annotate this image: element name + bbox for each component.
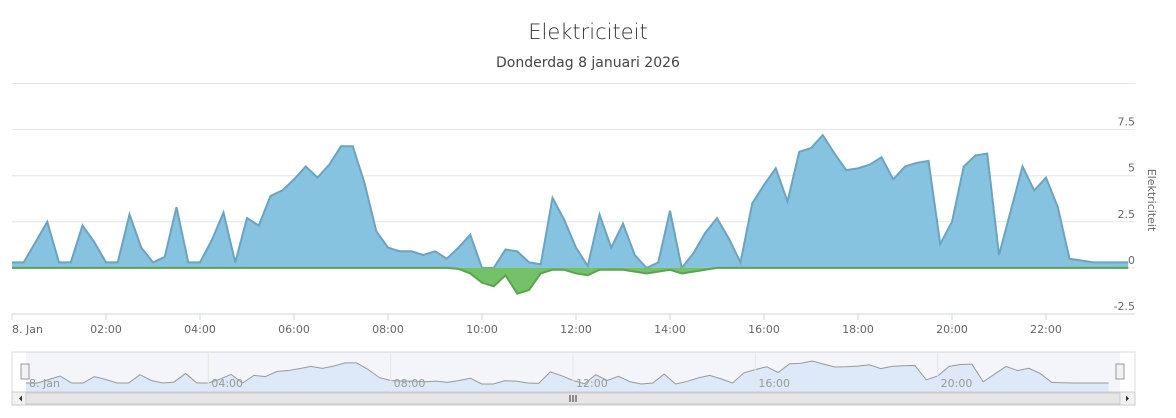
x-tick-label: 08:00 — [372, 323, 404, 336]
navigator-handle-right[interactable] — [1115, 363, 1125, 380]
scrollbar-grip — [569, 395, 577, 402]
series-line — [12, 133, 1129, 271]
x-tick-label: 20:00 — [936, 323, 968, 336]
x-tick-label: 22:00 — [1030, 323, 1062, 336]
y-tick-label: 2.5 — [1118, 208, 1136, 221]
y-axis-title: Elektriciteit — [1145, 169, 1158, 232]
navigator-handle-left[interactable] — [20, 363, 30, 380]
x-tick-label: 12:00 — [560, 323, 592, 336]
y-tick-label: 5 — [1128, 162, 1135, 175]
navigator-tick-label: 12:00 — [576, 377, 608, 390]
x-tick-label: 06:00 — [278, 323, 310, 336]
x-tick-label: 16:00 — [748, 323, 780, 336]
x-tick-label: 10:00 — [466, 323, 498, 336]
navigator-tick-label: 08:00 — [394, 377, 426, 390]
series-area — [12, 135, 1129, 268]
scrollbar-left-arrow[interactable] — [19, 395, 22, 402]
y-tick-label: 7.5 — [1118, 116, 1136, 129]
x-tick-label: 04:00 — [184, 323, 216, 336]
x-tick-label: 18:00 — [842, 323, 874, 336]
navigator-tick-label: 20:00 — [941, 377, 973, 390]
x-tick-label: 02:00 — [90, 323, 122, 336]
y-tick-label: 0 — [1128, 254, 1135, 267]
navigator-area — [26, 360, 1109, 392]
navigator[interactable]: 8. Jan 04:00 08:00 12:00 16:00 20:00 — [11, 351, 1136, 406]
navigator-tick-label: 8. Jan — [29, 377, 60, 390]
chart-subtitle: Donderdag 8 januari 2026 — [496, 55, 680, 71]
y-tick-label: -2.5 — [1114, 300, 1135, 313]
navigator-line — [26, 360, 1109, 385]
scrollbar-right-arrow[interactable] — [1126, 395, 1129, 402]
navigator-tick-label: 16:00 — [758, 377, 790, 390]
navigator-tick-label: 04:00 — [211, 377, 243, 390]
x-tick-label: 14:00 — [654, 323, 686, 336]
x-tick-label: 8. Jan — [12, 323, 43, 336]
chart-title: Elektriciteit — [528, 20, 648, 44]
series-line — [12, 266, 1129, 295]
